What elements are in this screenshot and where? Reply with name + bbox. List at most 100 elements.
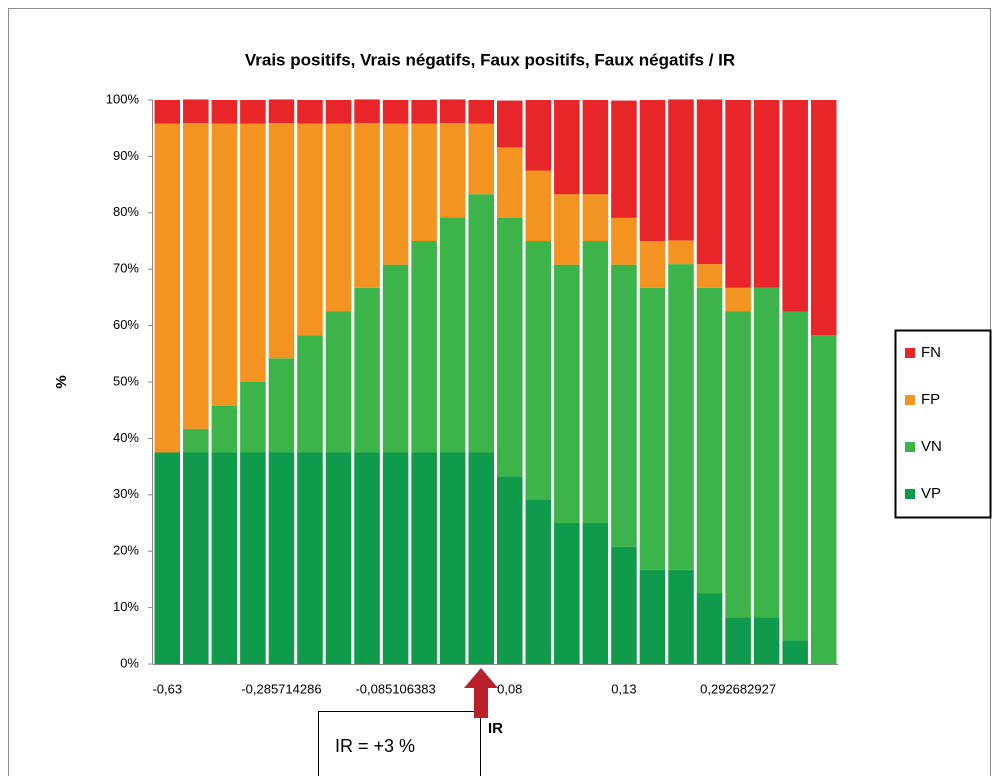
y-tick-label: 90%	[113, 148, 139, 163]
bar-segment	[639, 569, 666, 664]
y-axis-label: %	[53, 375, 70, 388]
bar-segment	[639, 287, 666, 570]
bar-segment	[411, 123, 437, 241]
annotation-text: IR = +3 %	[335, 736, 415, 756]
bar-segment	[268, 452, 295, 664]
bar-segment	[582, 194, 609, 241]
bar-segment	[525, 170, 552, 241]
legend-label: FN	[921, 344, 941, 361]
bar-segment	[668, 569, 694, 664]
bar-segment	[668, 264, 694, 570]
legend-swatch	[905, 395, 915, 405]
bar-segment	[639, 100, 666, 241]
bar-segment	[554, 523, 580, 664]
bar-segment	[411, 452, 437, 664]
bar-segment	[468, 194, 494, 453]
x-tick-label: 0,08	[497, 681, 522, 696]
bar-segment	[211, 405, 238, 453]
annotation-box	[318, 711, 481, 776]
bar-segment	[382, 123, 409, 265]
bar-segment	[582, 241, 609, 523]
y-tick-label: 40%	[113, 430, 139, 445]
bar-segment	[183, 428, 209, 453]
bar-segment	[439, 99, 466, 124]
bar-segment	[411, 241, 437, 453]
bar-segment	[497, 147, 523, 218]
bar-segment	[582, 100, 609, 195]
y-tick-label: 100%	[106, 91, 140, 106]
bar-segment	[782, 100, 808, 312]
bar-segment	[611, 217, 637, 265]
bar-segment	[211, 123, 238, 406]
bar-segment	[297, 100, 323, 124]
bar-segment	[382, 264, 409, 453]
bar-segment	[183, 452, 209, 664]
bar-segment	[354, 287, 380, 453]
bar-segment	[696, 287, 723, 594]
bar-segment	[354, 99, 380, 124]
bar-segment	[753, 617, 780, 664]
bar-segment	[183, 123, 209, 429]
bar-segment	[725, 100, 751, 288]
y-tick-label: 30%	[113, 486, 139, 501]
bar-segment	[696, 593, 723, 664]
x-tick-label: -0,63	[152, 681, 182, 696]
bar-segment	[211, 452, 238, 664]
bar-segment	[497, 100, 523, 148]
bar-segment	[468, 123, 494, 195]
bar-segment	[554, 264, 580, 523]
bar-segment	[354, 452, 380, 664]
bar-segment	[439, 217, 466, 453]
legend-label: FP	[921, 391, 940, 408]
bar-segment	[325, 452, 352, 664]
bar-segment	[183, 99, 209, 124]
bar-segment	[668, 240, 694, 265]
bar-segment	[525, 241, 552, 500]
y-tick-label: 10%	[113, 599, 139, 614]
bar-segment	[382, 100, 409, 124]
bar-segment	[268, 99, 295, 124]
bar-segment	[611, 546, 637, 664]
legend-swatch	[905, 442, 915, 452]
bar-segment	[268, 123, 295, 359]
bar-segment	[668, 99, 694, 241]
y-tick-label: 20%	[113, 543, 139, 558]
bar-segment	[497, 217, 523, 477]
legend-box	[894, 329, 992, 519]
bar-segment	[154, 123, 181, 453]
bar-segment	[725, 287, 751, 312]
chart-title: Vrais positifs, Vrais négatifs, Faux pos…	[245, 50, 735, 69]
y-tick-label: 70%	[113, 261, 139, 276]
x-tick-label: -0,285714286	[241, 681, 321, 696]
bar-segment	[696, 99, 723, 265]
bar-segment	[325, 311, 352, 453]
bar-segment	[268, 358, 295, 453]
bar-segment	[497, 476, 523, 664]
bar-segment	[554, 100, 580, 195]
bar-segment	[782, 311, 808, 641]
legend-swatch	[905, 348, 915, 358]
y-tick-label: 60%	[113, 317, 139, 332]
bar-segment	[297, 452, 323, 664]
bar-segment	[240, 382, 266, 453]
bar-segment	[753, 100, 780, 288]
y-tick-label: 50%	[113, 373, 139, 388]
bar-segment	[211, 100, 238, 124]
legend-label: VP	[921, 485, 941, 502]
bar-segment	[611, 264, 637, 547]
bar-segment	[525, 499, 552, 664]
bar-segment	[725, 617, 751, 664]
bar-segment	[611, 100, 637, 218]
bar-segment	[725, 311, 751, 618]
bar-segment	[439, 123, 466, 218]
bar-segment	[325, 100, 352, 124]
bar-segment	[468, 452, 494, 664]
bar-segment	[325, 123, 352, 312]
bar-segment	[297, 335, 323, 453]
bar-segment	[240, 100, 266, 124]
bar-segment	[154, 100, 181, 124]
bar-segment	[468, 100, 494, 124]
arrow	[464, 668, 498, 718]
bar-segment	[696, 264, 723, 288]
